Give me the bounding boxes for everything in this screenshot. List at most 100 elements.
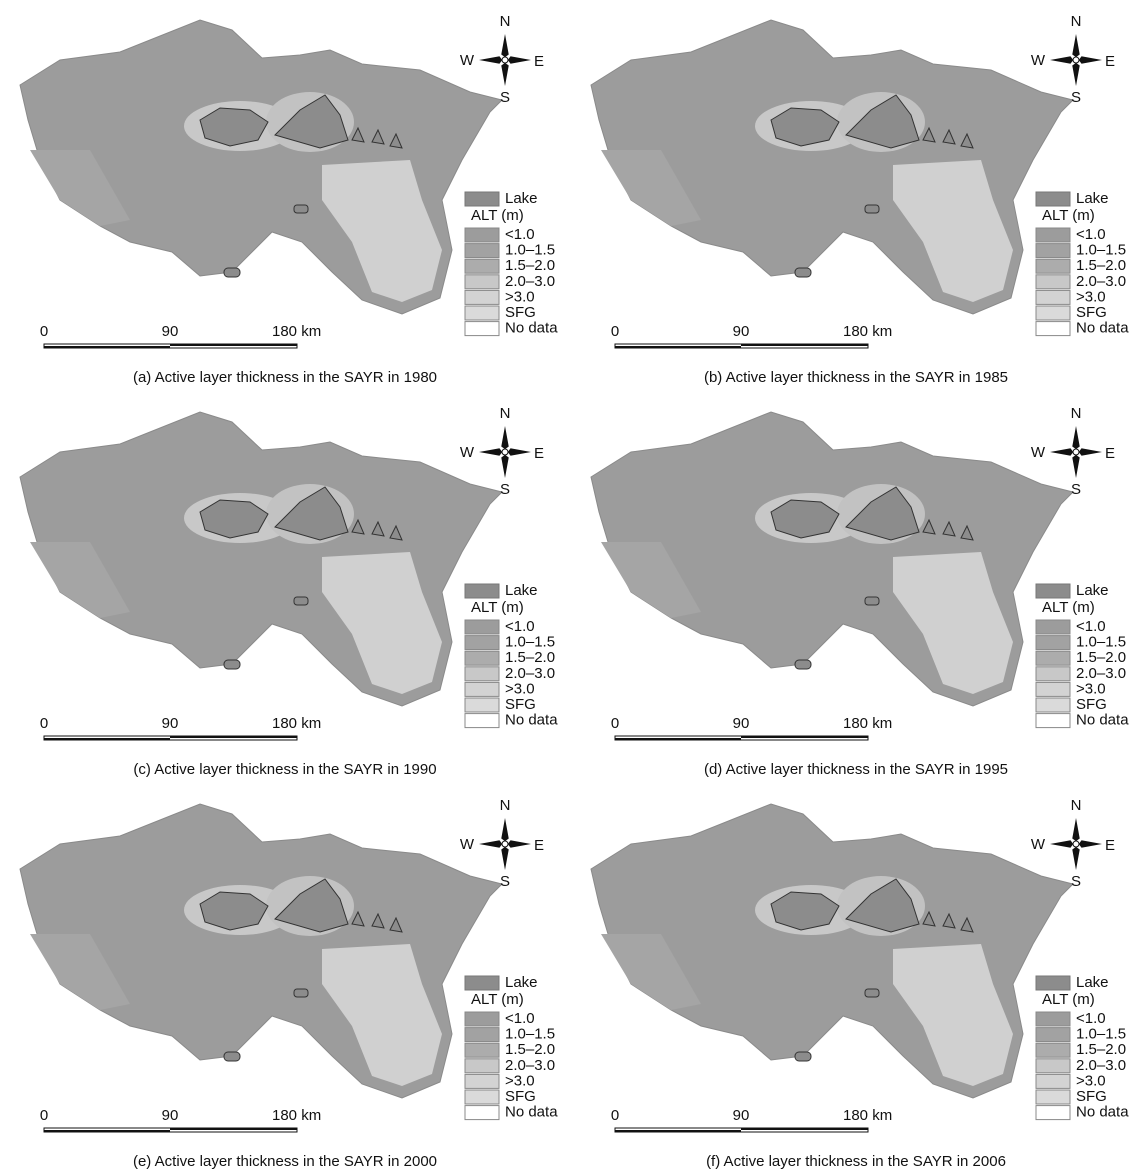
legend-label: 2.0–3.0 bbox=[1076, 273, 1126, 290]
legend-label: No data bbox=[505, 320, 558, 337]
legend-label: >3.0 bbox=[1076, 680, 1106, 697]
legend-label: SFG bbox=[1076, 1088, 1107, 1105]
scale-bar-fill bbox=[615, 738, 741, 740]
legend-label: Lake bbox=[505, 190, 538, 207]
compass-north: N bbox=[1071, 405, 1082, 422]
scale-bar-fill bbox=[44, 738, 170, 740]
compass-north: N bbox=[500, 797, 511, 814]
legend-swatch bbox=[465, 306, 499, 320]
scale-label: 0 bbox=[40, 1107, 48, 1124]
legend-swatch bbox=[465, 1090, 499, 1104]
figure: NSWELakeALT (m)<1.01.0–1.51.5–2.02.0–3.0… bbox=[0, 0, 1142, 1174]
legend-label: <1.0 bbox=[1076, 618, 1106, 635]
compass-west: W bbox=[460, 444, 475, 461]
scale-bar-fill bbox=[741, 1128, 868, 1130]
legend-swatch bbox=[465, 192, 499, 206]
compass-south: S bbox=[1071, 873, 1081, 890]
legend-swatch bbox=[465, 714, 499, 728]
legend-label: <1.0 bbox=[1076, 226, 1106, 243]
basin-map bbox=[591, 804, 1073, 1098]
legend-swatch bbox=[1036, 1012, 1070, 1026]
legend-label: >3.0 bbox=[1076, 288, 1106, 305]
scale-label: 90 bbox=[733, 715, 750, 732]
legend-swatch bbox=[1036, 228, 1070, 242]
legend-swatch bbox=[1036, 192, 1070, 206]
basin-map bbox=[591, 412, 1073, 706]
legend-label: 1.5–2.0 bbox=[1076, 257, 1126, 274]
scale-label: 90 bbox=[162, 1107, 179, 1124]
basin-map bbox=[20, 20, 502, 314]
scale-label: 0 bbox=[611, 715, 619, 732]
legend-swatch bbox=[465, 682, 499, 696]
legend-label: No data bbox=[505, 1104, 558, 1121]
legend-swatch bbox=[1036, 620, 1070, 634]
legend-label: No data bbox=[1076, 1104, 1129, 1121]
legend-label: 1.5–2.0 bbox=[505, 257, 555, 274]
legend-swatch bbox=[1036, 275, 1070, 289]
legend-label: No data bbox=[1076, 712, 1129, 729]
compass-rose bbox=[479, 818, 531, 870]
legend-swatch bbox=[1036, 682, 1070, 696]
legend-swatch bbox=[465, 322, 499, 336]
scale-bar-fill bbox=[170, 344, 297, 346]
legend-label: Lake bbox=[1076, 582, 1109, 599]
compass-north: N bbox=[500, 405, 511, 422]
legend-label: 1.5–2.0 bbox=[1076, 1041, 1126, 1058]
legend-title: ALT (m) bbox=[1042, 991, 1095, 1008]
legend-label: 1.0–1.5 bbox=[505, 1026, 555, 1043]
compass-south: S bbox=[1071, 89, 1081, 106]
legend-label: Lake bbox=[1076, 190, 1109, 207]
legend-label: 1.5–2.0 bbox=[505, 649, 555, 666]
legend-swatch bbox=[1036, 976, 1070, 990]
scale-label: 180 km bbox=[843, 715, 892, 732]
legend-swatch bbox=[465, 259, 499, 273]
scale-label: 180 km bbox=[272, 1107, 321, 1124]
legend-swatch bbox=[1036, 1106, 1070, 1120]
legend-swatch bbox=[1036, 306, 1070, 320]
legend-label: 1.5–2.0 bbox=[1076, 649, 1126, 666]
scale-bar-fill bbox=[615, 1130, 741, 1132]
legend-swatch bbox=[1036, 1059, 1070, 1073]
legend-label: 2.0–3.0 bbox=[1076, 1057, 1126, 1074]
legend-title: ALT (m) bbox=[471, 599, 524, 616]
legend-swatch bbox=[1036, 244, 1070, 258]
panel-caption: (d) Active layer thickness in the SAYR i… bbox=[704, 761, 1008, 778]
compass-north: N bbox=[1071, 797, 1082, 814]
legend-swatch bbox=[465, 1106, 499, 1120]
legend-title: ALT (m) bbox=[1042, 599, 1095, 616]
legend-swatch bbox=[1036, 667, 1070, 681]
compass-rose bbox=[1050, 818, 1102, 870]
legend-label: >3.0 bbox=[505, 1072, 535, 1089]
scale-label: 90 bbox=[733, 1107, 750, 1124]
legend-label: 1.5–2.0 bbox=[505, 1041, 555, 1058]
scale-bar-fill bbox=[741, 344, 868, 346]
legend-label: 2.0–3.0 bbox=[505, 273, 555, 290]
legend-label: 1.0–1.5 bbox=[505, 242, 555, 259]
compass-south: S bbox=[500, 481, 510, 498]
compass-east: E bbox=[534, 837, 544, 854]
scale-label: 90 bbox=[733, 323, 750, 340]
legend-label: No data bbox=[1076, 320, 1129, 337]
legend-swatch bbox=[1036, 651, 1070, 665]
scale-label: 90 bbox=[162, 715, 179, 732]
legend-swatch bbox=[465, 584, 499, 598]
panel-caption: (b) Active layer thickness in the SAYR i… bbox=[704, 369, 1008, 386]
scale-label: 180 km bbox=[843, 1107, 892, 1124]
compass-east: E bbox=[1105, 53, 1115, 70]
compass-east: E bbox=[534, 445, 544, 462]
legend-label: Lake bbox=[505, 582, 538, 599]
legend-label: No data bbox=[505, 712, 558, 729]
legend-label: >3.0 bbox=[505, 680, 535, 697]
compass-west: W bbox=[460, 52, 475, 69]
legend-label: 2.0–3.0 bbox=[1076, 665, 1126, 682]
compass-west: W bbox=[460, 836, 475, 853]
legend-swatch bbox=[465, 651, 499, 665]
legend-swatch bbox=[1036, 259, 1070, 273]
legend-label: SFG bbox=[1076, 696, 1107, 713]
legend-swatch bbox=[1036, 636, 1070, 650]
